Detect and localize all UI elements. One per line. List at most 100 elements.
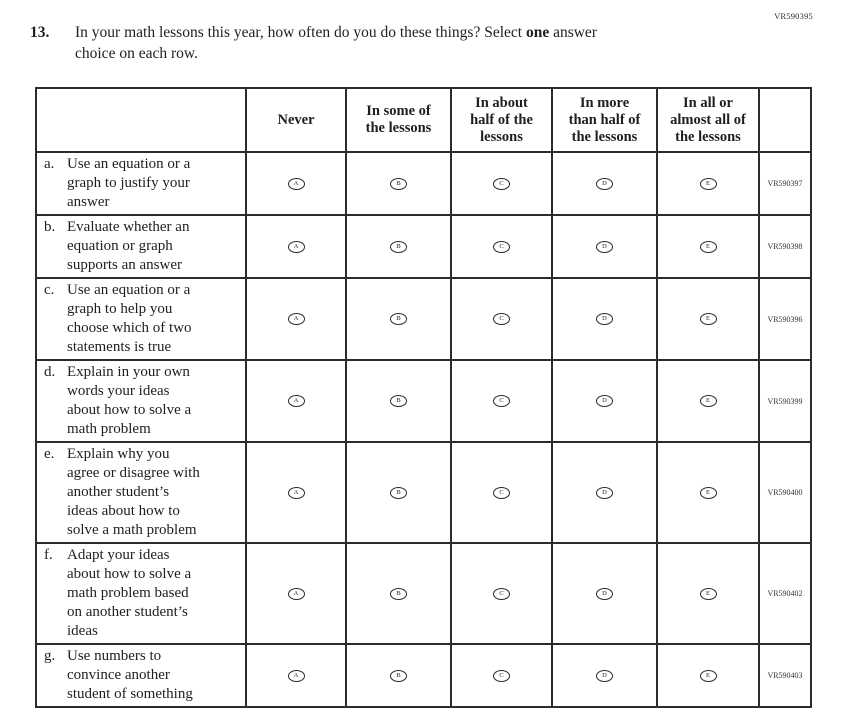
option-cell-all: E (656, 441, 760, 544)
option-cell-about-half: C (450, 643, 553, 708)
column-header-all-lessons: In all or almost all of the lessons (656, 87, 760, 153)
row-code: VR590403 (758, 643, 812, 708)
option-cell-some: B (345, 441, 452, 544)
table-row-g: g. Use numbers to convince another stude… (35, 643, 812, 708)
answer-bubble-a[interactable]: A (287, 313, 305, 326)
answer-bubble-b[interactable]: B (390, 486, 407, 499)
answer-bubble-e[interactable]: E (699, 240, 717, 253)
answer-bubble-c[interactable]: C (493, 395, 510, 408)
option-cell-never: A (245, 441, 347, 544)
table-row-a: a. Use an equation or a graph to justify… (35, 151, 812, 216)
answer-bubble-e[interactable]: E (699, 587, 717, 600)
row-code: VR590398 (758, 214, 812, 279)
row-label: Use an equation or a graph to help you c… (67, 282, 192, 355)
row-code: VR590399 (758, 359, 812, 443)
column-header-some-lessons: In some of the lessons (345, 87, 452, 153)
table-row-c: c. Use an equation or a graph to help yo… (35, 277, 812, 361)
answer-bubble-d[interactable]: D (596, 486, 613, 499)
row-label-cell: d. Explain in your own words your ideas … (35, 359, 247, 443)
option-cell-all: E (656, 643, 760, 708)
option-cell-more-than-half: D (551, 441, 658, 544)
option-cell-all: E (656, 542, 760, 645)
table-row-d: d. Explain in your own words your ideas … (35, 359, 812, 443)
row-letter: d. (44, 364, 56, 380)
header-row: Never In some of the lessons In about ha… (35, 87, 812, 153)
answer-bubble-a[interactable]: A (287, 669, 305, 682)
row-label-cell: a. Use an equation or a graph to justify… (35, 151, 247, 216)
option-cell-about-half: C (450, 277, 553, 361)
answer-bubble-d[interactable]: D (596, 587, 613, 600)
answer-bubble-c[interactable]: C (493, 177, 510, 190)
row-label-cell: f. Adapt your ideas about how to solve a… (35, 542, 247, 645)
answer-bubble-e[interactable]: E (699, 177, 717, 190)
row-code: VR590402 (758, 542, 812, 645)
answer-bubble-a[interactable]: A (287, 240, 305, 253)
option-cell-about-half: C (450, 441, 553, 544)
option-cell-all: E (656, 214, 760, 279)
question-text-before: In your math lessons this year, how ofte… (75, 24, 526, 41)
row-code: VR590396 (758, 277, 812, 361)
option-cell-all: E (656, 277, 760, 361)
question-number: 13. (30, 24, 50, 41)
question-text-after: answer choice on each row. (75, 24, 597, 62)
row-label-cell: g. Use numbers to convince another stude… (35, 643, 247, 708)
answer-bubble-e[interactable]: E (699, 669, 717, 682)
row-letter: f. (44, 547, 53, 563)
answer-bubble-b[interactable]: B (390, 669, 407, 682)
row-letter: b. (44, 219, 56, 235)
option-cell-all: E (656, 359, 760, 443)
answer-bubble-c[interactable]: C (493, 587, 510, 600)
answer-bubble-d[interactable]: D (596, 669, 613, 682)
answer-bubble-b[interactable]: B (390, 395, 407, 408)
answer-bubble-c[interactable]: C (493, 240, 510, 253)
row-label-cell: c. Use an equation or a graph to help yo… (35, 277, 247, 361)
answer-bubble-a[interactable]: A (287, 177, 305, 190)
option-cell-about-half: C (450, 359, 553, 443)
row-letter: a. (44, 156, 55, 172)
answer-bubble-a[interactable]: A (287, 486, 305, 499)
answer-bubble-d[interactable]: D (596, 177, 613, 190)
answer-bubble-b[interactable]: B (390, 177, 407, 190)
row-label: Explain in your own words your ideas abo… (67, 364, 192, 437)
option-cell-never: A (245, 359, 347, 443)
header-blank-cell (35, 87, 247, 153)
option-cell-more-than-half: D (551, 542, 658, 645)
answer-bubble-a[interactable]: A (287, 587, 305, 600)
answer-bubble-c[interactable]: C (493, 669, 510, 682)
row-letter: c. (44, 282, 55, 298)
answer-bubble-b[interactable]: B (390, 587, 407, 600)
option-cell-never: A (245, 277, 347, 361)
answer-bubble-c[interactable]: C (493, 313, 510, 326)
row-label: Adapt your ideas about how to solve a ma… (67, 547, 192, 639)
answer-bubble-b[interactable]: B (390, 240, 407, 253)
answer-bubble-b[interactable]: B (390, 313, 407, 326)
row-letter: e. (44, 446, 55, 462)
option-cell-some: B (345, 359, 452, 443)
table-row-e: e. Explain why you agree or disagree wit… (35, 441, 812, 544)
answer-bubble-a[interactable]: A (287, 395, 305, 408)
option-cell-more-than-half: D (551, 214, 658, 279)
option-cell-more-than-half: D (551, 277, 658, 361)
header-code-cell (758, 87, 812, 153)
option-cell-never: A (245, 214, 347, 279)
answer-bubble-e[interactable]: E (699, 313, 717, 326)
question-text: In your math lessons this year, how ofte… (75, 22, 597, 64)
answer-bubble-d[interactable]: D (596, 240, 613, 253)
column-header-more-than-half: In more than half of the lessons (551, 87, 658, 153)
question: 13. In your math lessons this year, how … (30, 22, 783, 64)
table-row-b: b. Evaluate whether an equation or graph… (35, 214, 812, 279)
row-letter: g. (44, 648, 56, 664)
answer-bubble-d[interactable]: D (596, 395, 613, 408)
question-bold-word: one (525, 24, 550, 41)
option-cell-all: E (656, 151, 760, 216)
answer-bubble-c[interactable]: C (493, 486, 510, 499)
page-accession-code: VR590395 (774, 11, 813, 21)
option-cell-more-than-half: D (551, 151, 658, 216)
row-label-cell: e. Explain why you agree or disagree wit… (35, 441, 247, 544)
option-cell-never: A (245, 643, 347, 708)
option-cell-some: B (345, 277, 452, 361)
answer-bubble-d[interactable]: D (596, 313, 613, 326)
answer-bubble-e[interactable]: E (699, 395, 717, 408)
answer-bubble-e[interactable]: E (699, 486, 717, 499)
option-cell-some: B (345, 214, 452, 279)
